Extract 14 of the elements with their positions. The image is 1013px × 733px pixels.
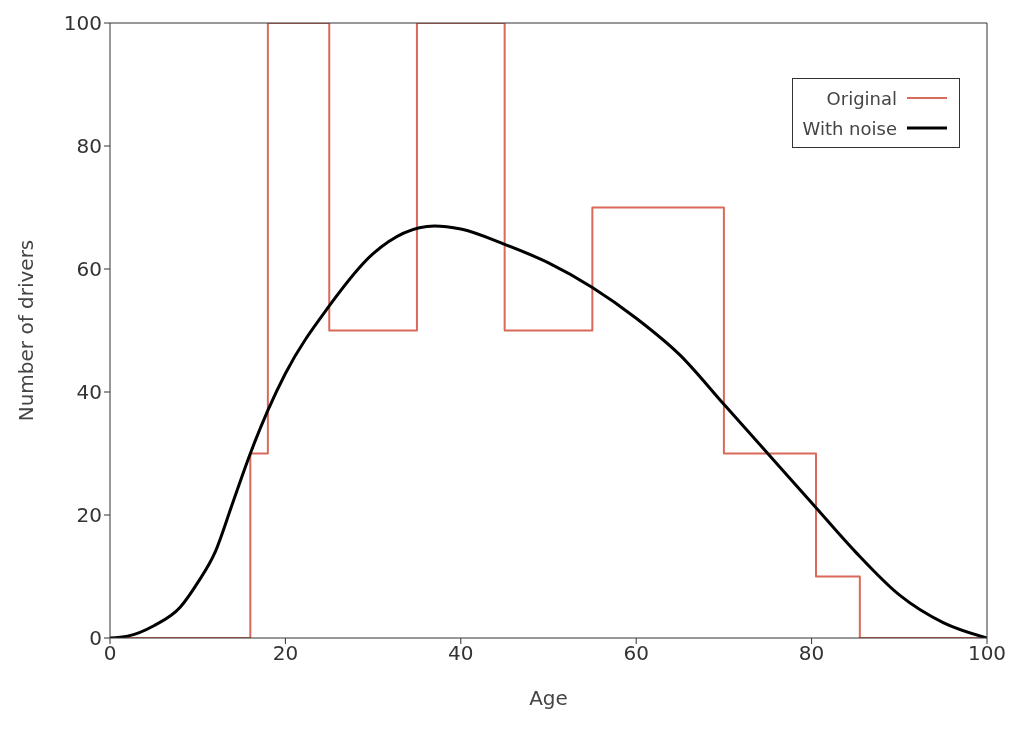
x-axis-title: Age <box>529 686 568 710</box>
x-tick-label: 80 <box>798 641 825 666</box>
y-tick-label: 100 <box>63 11 102 36</box>
x-tick-label: 60 <box>623 641 649 666</box>
x-tick-label: 100 <box>967 641 1007 666</box>
legend-label: Original <box>826 87 897 109</box>
x-tick-label: 20 <box>272 641 299 666</box>
y-tick-label: 20 <box>76 503 102 528</box>
y-tick-label: 60 <box>76 257 102 282</box>
y-axis-title: Number of drivers <box>14 239 39 422</box>
x-tick-label: 40 <box>448 641 474 666</box>
y-tick-label: 40 <box>76 380 102 405</box>
y-tick-label: 80 <box>76 134 102 159</box>
legend-label: With noise <box>802 117 897 139</box>
